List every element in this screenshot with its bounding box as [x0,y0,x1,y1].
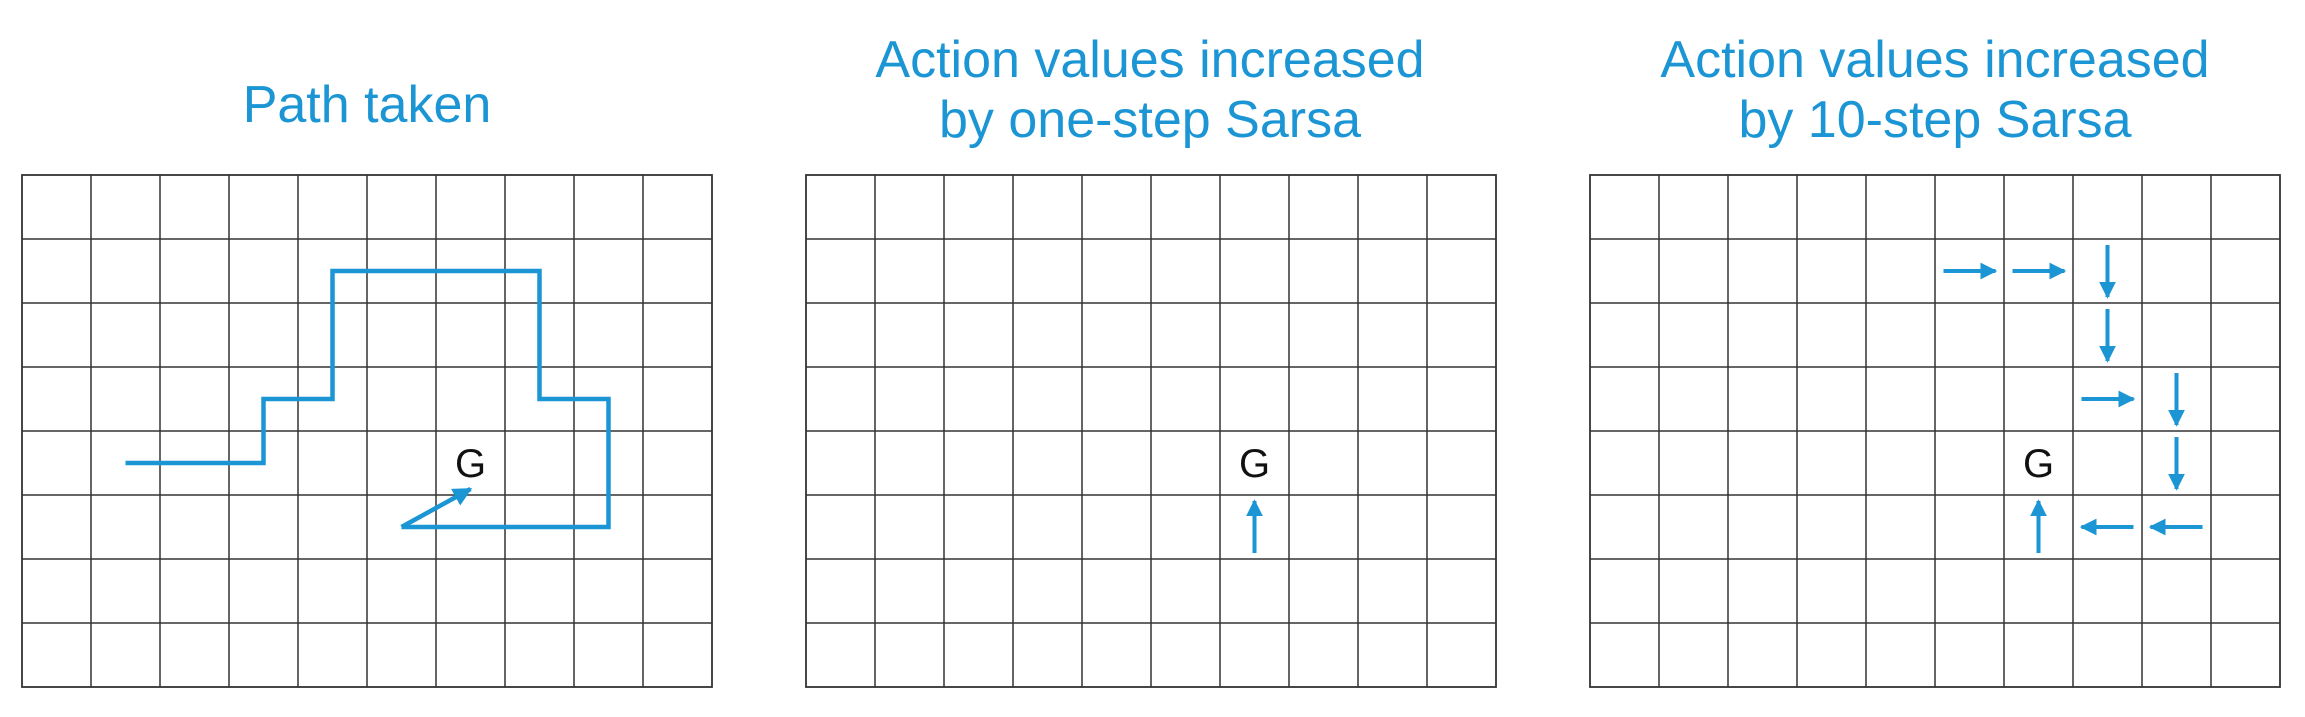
title-path-taken: Path taken [22,75,712,135]
path-taken-line [125,268,611,530]
goal-label: G [1239,442,1270,486]
goal-label: G [2023,442,2054,486]
title-one-step-sarsa: Action values increased by one-step Sars… [805,30,1495,150]
title-line: by 10-step Sarsa [1738,91,2132,149]
path-end-arrow [400,487,473,529]
title-line: Path taken [242,76,492,134]
title-line: Action values increased [875,31,1425,89]
grid-panel-one-step-sarsa: G [805,174,1497,688]
title-ten-step-sarsa: Action values increased by 10-step Sarsa [1590,30,2280,150]
title-line: Action values increased [1660,31,2210,89]
grid-panel-path-taken: G [21,174,713,688]
title-line: by one-step Sarsa [938,91,1362,149]
goal-label: G [455,442,486,486]
grid-panel-ten-step-sarsa: G [1589,174,2281,688]
